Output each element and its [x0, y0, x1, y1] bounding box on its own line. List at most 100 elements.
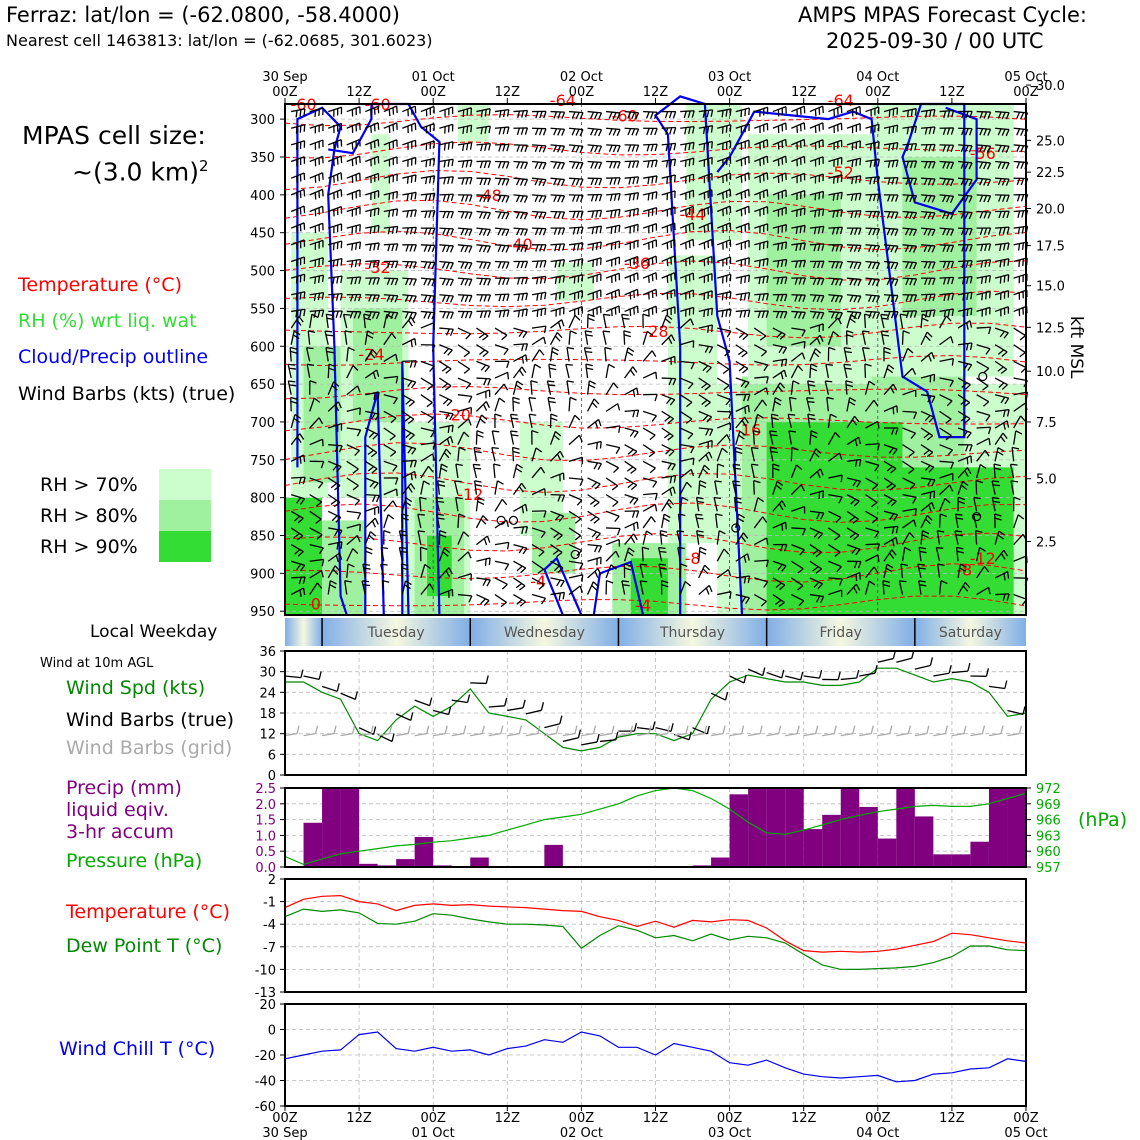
wind-barb-shaft [772, 106, 787, 113]
wind-barb-feather [528, 397, 536, 400]
wind-barb-shaft [1013, 273, 1028, 279]
wind-barb-feather [763, 364, 769, 372]
height-tick-label: 25.0 [1036, 134, 1065, 149]
wind-barb-feather [387, 514, 395, 520]
wind-barb-shaft [957, 342, 973, 346]
wind-barb-feather [798, 277, 802, 285]
wind-barb-feather [1010, 463, 1018, 466]
wind-barb-shaft [827, 331, 834, 345]
wind-barb-feather [966, 432, 972, 439]
grid-wind-barb-feather [944, 725, 949, 734]
wind-barb-feather [579, 563, 584, 570]
wind-barb-feather [479, 294, 484, 302]
wind-barb-shaft [975, 464, 981, 479]
wind-barb-feather [658, 546, 666, 549]
wind-barb-feather [648, 452, 656, 458]
wind-barb-feather [664, 318, 672, 324]
wind-barb-feather [894, 229, 899, 236]
wind-barb-shaft [327, 510, 342, 519]
wind-barb-shaft [605, 460, 619, 469]
wind-barb-shaft [624, 127, 639, 130]
wind-barb-shaft [587, 144, 602, 147]
precip-bar [951, 854, 971, 867]
wind-barb-feather [998, 227, 1002, 235]
wind-barb-feather [445, 412, 450, 420]
wind-barb-feather [817, 533, 824, 540]
wind-barb-feather [973, 513, 981, 516]
pressure-unit-label: (hPa) [1078, 809, 1128, 831]
wind-barb-feather [331, 294, 335, 302]
wind-barb-feather [539, 349, 545, 356]
wind-barb-feather [445, 262, 450, 270]
wind-barb-feather [474, 480, 482, 483]
wind-barb-feather [585, 334, 593, 337]
wind-barb-feather [913, 519, 917, 527]
wind-barb-feather [813, 531, 820, 538]
wind-barb-shaft [883, 383, 894, 396]
wind-barb-feather [372, 433, 379, 440]
grid-wind-barb-feather [703, 725, 708, 734]
wind-barb-shaft [791, 543, 805, 551]
wind-barb-feather [498, 294, 502, 302]
wind-barb-feather [984, 243, 988, 252]
wind-barb-feather [290, 396, 298, 401]
grid-wind-barb-feather [351, 725, 356, 734]
wind-barb-feather [501, 245, 506, 253]
wind-barb-shaft [643, 159, 658, 163]
wind-barb-shaft [716, 530, 720, 545]
wind-barb-shaft [290, 156, 305, 163]
precip-ytick-label: 2.5 [255, 782, 276, 797]
wind-barb-shaft [809, 334, 821, 346]
wind-barb-feather [761, 293, 765, 301]
wind-barb-shaft [791, 310, 806, 314]
wind-barb-shaft [548, 364, 552, 379]
wind-barb-feather [326, 350, 334, 354]
wind-barb-shaft [624, 409, 639, 413]
wind-barb-shaft [309, 123, 324, 129]
wind-barb-feather [520, 161, 525, 169]
wind-barb-shaft [606, 208, 621, 213]
wind-barb-shaft [732, 480, 737, 495]
wind-barb-shaft [995, 226, 1010, 229]
wind-barb-feather [543, 244, 547, 252]
wind-barb-feather [433, 158, 436, 166]
wind-barb-feather [905, 178, 910, 186]
wind-barb-feather [503, 383, 509, 391]
wind-barb-feather [970, 292, 973, 300]
wind-barb-feather [539, 111, 543, 119]
wind-barb-shaft [735, 593, 750, 599]
wind-barb-feather [853, 278, 858, 286]
wind-barb-shaft [809, 294, 824, 297]
wind-barb-shaft [994, 530, 1000, 545]
wind-barb-shaft [809, 122, 824, 129]
wind-barb-shaft [902, 310, 917, 313]
wind-barb-shaft [901, 330, 904, 345]
wind-barb-feather [446, 194, 450, 202]
wind-barb-feather [371, 348, 378, 356]
wind-barb-shaft [735, 377, 750, 383]
wind-barb-feather [740, 535, 747, 543]
wind-barb-feather [696, 530, 704, 533]
wind-barb-feather [985, 415, 991, 422]
wind-barb-shaft [550, 259, 565, 263]
isotherm-label: -64 [550, 91, 576, 110]
wind-barb-feather [868, 211, 873, 219]
wind-barb-feather [369, 209, 372, 218]
precip-bar [933, 854, 952, 867]
wind-barb-feather [296, 535, 304, 541]
wind-barb-feather [983, 195, 988, 203]
wind-barb-feather [894, 295, 899, 303]
grid-wind-barb-feather [574, 725, 578, 734]
wind-barb-feather [849, 317, 856, 324]
wind-barb-shaft [513, 194, 528, 197]
wind-barb-feather [947, 110, 951, 118]
wind-barb-feather [868, 580, 876, 586]
wind-barb-shaft [993, 463, 996, 479]
wind-barb-feather [905, 211, 910, 219]
wind-barb-feather [669, 143, 673, 151]
wind-barb-shaft [568, 160, 584, 164]
wind-barb-feather [722, 368, 730, 374]
wind-barb-shaft [513, 354, 527, 362]
wind-barb-feather [998, 211, 1002, 219]
wind-barb-shaft [642, 444, 656, 454]
